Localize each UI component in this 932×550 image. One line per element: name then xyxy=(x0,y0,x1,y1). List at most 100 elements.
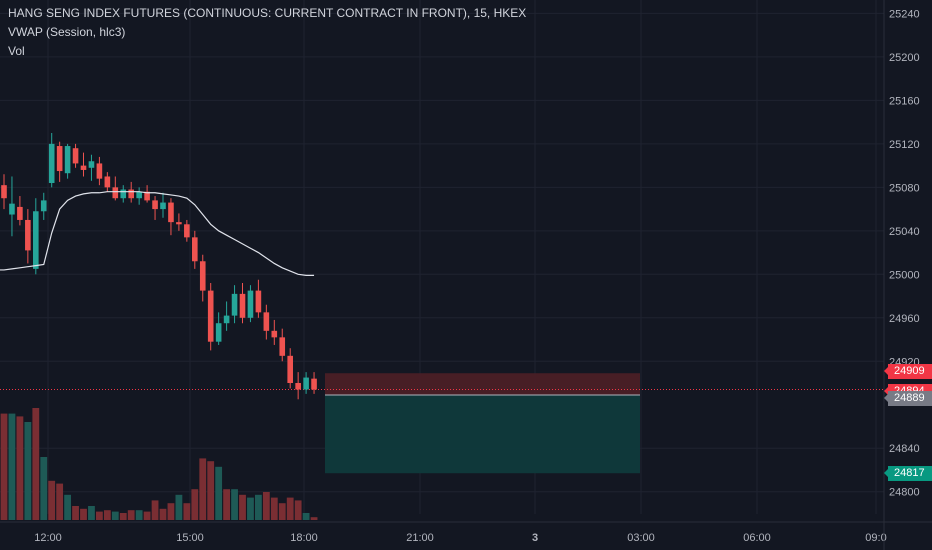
chart-legend: HANG SENG INDEX FUTURES (CONTINUOUS: CUR… xyxy=(8,4,526,61)
volume-bar xyxy=(56,483,64,520)
candle-body xyxy=(25,219,31,251)
volume-bar xyxy=(88,506,95,520)
volume-bar xyxy=(255,494,262,520)
stop-price-tag: 24909 xyxy=(884,363,932,379)
price-tick-label: 25000 xyxy=(889,269,920,281)
candle-body xyxy=(207,290,214,342)
volume-bar xyxy=(111,511,119,520)
volume-bar xyxy=(215,466,223,520)
volume-bar xyxy=(72,506,79,520)
take-profit-zone xyxy=(325,394,640,474)
price-tick-label: 25040 xyxy=(889,226,920,238)
volume-bar xyxy=(40,457,48,520)
candle-body xyxy=(136,191,142,199)
candle-body xyxy=(311,378,317,390)
candle-body xyxy=(104,176,111,188)
price-tick-label: 25160 xyxy=(889,95,920,107)
time-tick-label: 03:00 xyxy=(627,532,655,544)
time-tick-label: 18:00 xyxy=(290,532,318,544)
volume-bar xyxy=(199,458,207,520)
candle-body xyxy=(80,165,87,170)
symbol-title[interactable]: HANG SENG INDEX FUTURES (CONTINUOUS: CUR… xyxy=(8,6,527,20)
candlestick-series xyxy=(1,133,317,400)
volume-bars xyxy=(0,408,318,520)
candle-body xyxy=(56,146,63,172)
candle-body xyxy=(199,261,206,291)
volume-bar xyxy=(159,508,167,520)
candle-body xyxy=(17,206,23,220)
volume-indicator-label[interactable]: Vol xyxy=(8,44,25,58)
volume-bar xyxy=(207,461,215,520)
price-tick-label: 25080 xyxy=(889,182,920,194)
candle-body xyxy=(303,377,309,390)
volume-bar xyxy=(16,416,24,520)
time-tick-label: 3 xyxy=(532,532,538,544)
entry-price-tag: 24889 xyxy=(884,391,932,407)
vwap-line xyxy=(0,191,315,276)
volume-bar xyxy=(231,489,238,520)
volume-bar xyxy=(103,510,111,520)
volume-bar xyxy=(32,408,40,520)
long-position-tool[interactable] xyxy=(0,373,884,474)
volume-bar xyxy=(80,508,87,520)
candle-body xyxy=(247,290,254,318)
volume-bar xyxy=(223,489,230,520)
volume-bar xyxy=(127,510,135,520)
volume-bar xyxy=(24,422,32,520)
volume-bar xyxy=(294,500,302,520)
vwap-indicator-label[interactable]: VWAP (Session, hlc3) xyxy=(8,25,126,39)
volume-bar xyxy=(8,413,16,520)
candle-body xyxy=(64,146,71,174)
candle-body xyxy=(223,315,230,324)
time-tick-label: 12:00 xyxy=(34,532,62,544)
volume-bar xyxy=(64,494,71,520)
volume-bar xyxy=(175,494,183,520)
stop-loss-zone xyxy=(325,373,640,395)
volume-bar xyxy=(310,517,318,520)
price-tick-label: 25200 xyxy=(889,52,920,64)
price-tick-label: 25240 xyxy=(889,8,920,20)
volume-bar xyxy=(143,511,151,520)
volume-bar xyxy=(247,497,254,520)
candle-body xyxy=(96,163,103,179)
volume-bar xyxy=(270,497,278,520)
grid xyxy=(0,0,884,514)
price-tick-label: 24800 xyxy=(889,487,920,499)
time-tick-label: 09:0 xyxy=(865,532,886,544)
candle-body xyxy=(239,293,246,318)
candle-body xyxy=(271,330,278,338)
volume-bar xyxy=(191,489,199,520)
candle-body xyxy=(215,323,222,342)
volume-bar xyxy=(262,492,270,520)
candle-body xyxy=(128,189,134,199)
volume-bar xyxy=(286,497,294,520)
volume-bar xyxy=(135,510,143,520)
candle-body xyxy=(255,290,262,313)
volume-bar xyxy=(48,480,56,520)
candle-body xyxy=(168,202,174,223)
volume-bar xyxy=(183,503,191,520)
candle-body xyxy=(88,161,95,168)
volume-bar xyxy=(119,513,127,520)
candle-body xyxy=(192,237,198,262)
candle-body xyxy=(33,211,39,269)
candle-body xyxy=(152,200,158,210)
candle-body xyxy=(184,224,190,238)
volume-bar xyxy=(167,503,175,520)
time-tick-label: 15:00 xyxy=(176,532,204,544)
price-tick-label: 24840 xyxy=(889,443,920,455)
candle-body xyxy=(176,222,182,225)
candle-body xyxy=(40,200,47,212)
candle-body xyxy=(72,148,79,164)
volume-bar xyxy=(151,500,159,520)
candle-body xyxy=(120,189,127,199)
candle-body xyxy=(295,383,301,390)
volume-bar xyxy=(302,513,310,520)
candle-body xyxy=(1,185,7,199)
candle-body xyxy=(231,293,238,316)
volume-bar xyxy=(278,503,286,520)
price-tick-label: 25120 xyxy=(889,139,920,151)
